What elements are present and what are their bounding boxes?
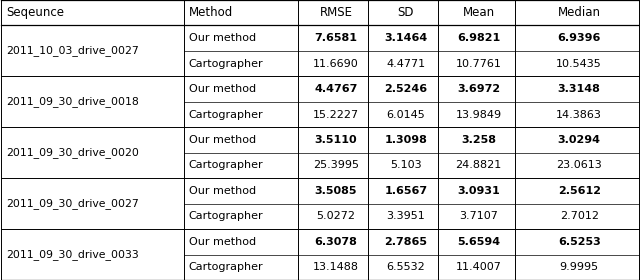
Text: Our method: Our method [189,237,256,247]
Text: 1.3098: 1.3098 [385,135,427,145]
Text: Cartographer: Cartographer [189,109,264,120]
Text: Our method: Our method [189,84,256,94]
Text: 10.7761: 10.7761 [456,59,502,69]
Text: 23.0613: 23.0613 [556,160,602,171]
Text: Median: Median [557,6,601,19]
Text: 6.5532: 6.5532 [387,262,425,272]
Text: 25.3995: 25.3995 [313,160,359,171]
Text: 13.1488: 13.1488 [313,262,359,272]
Text: 24.8821: 24.8821 [456,160,502,171]
Text: Our method: Our method [189,135,256,145]
Text: 6.0145: 6.0145 [387,109,425,120]
Text: 3.1464: 3.1464 [384,33,428,43]
Text: Cartographer: Cartographer [189,262,264,272]
Text: 7.6581: 7.6581 [314,33,358,43]
Text: 6.9821: 6.9821 [457,33,500,43]
Text: Cartographer: Cartographer [189,211,264,221]
Text: 13.9849: 13.9849 [456,109,502,120]
Text: 2011_09_30_drive_0018: 2011_09_30_drive_0018 [6,96,139,107]
Text: 9.9995: 9.9995 [559,262,599,272]
Text: 3.0931: 3.0931 [458,186,500,196]
Text: 14.3863: 14.3863 [556,109,602,120]
Text: 3.3951: 3.3951 [387,211,425,221]
Text: Mean: Mean [463,6,495,19]
Text: 2.7012: 2.7012 [560,211,598,221]
Text: Method: Method [189,6,233,19]
Text: 4.4771: 4.4771 [386,59,426,69]
Text: 15.2227: 15.2227 [313,109,359,120]
Text: 3.5085: 3.5085 [315,186,357,196]
Text: Cartographer: Cartographer [189,59,264,69]
Text: 3.7107: 3.7107 [460,211,498,221]
Text: 2011_10_03_drive_0027: 2011_10_03_drive_0027 [6,45,139,56]
Text: 3.6972: 3.6972 [457,84,500,94]
Text: 6.5253: 6.5253 [558,237,600,247]
Text: Our method: Our method [189,33,256,43]
Text: 10.5435: 10.5435 [556,59,602,69]
Text: 2.5246: 2.5246 [384,84,428,94]
Text: Our method: Our method [189,186,256,196]
Text: 11.6690: 11.6690 [313,59,359,69]
Text: 3.0294: 3.0294 [557,135,601,145]
Text: 5.6594: 5.6594 [457,237,500,247]
Text: 2011_09_30_drive_0027: 2011_09_30_drive_0027 [6,198,139,209]
Text: Cartographer: Cartographer [189,160,264,171]
Text: 5.103: 5.103 [390,160,422,171]
Text: SD: SD [397,6,414,19]
Text: RMSE: RMSE [319,6,353,19]
Text: 6.3078: 6.3078 [315,237,357,247]
Text: 3.5110: 3.5110 [315,135,357,145]
Text: 2011_09_30_drive_0020: 2011_09_30_drive_0020 [6,147,140,158]
Text: 2011_09_30_drive_0033: 2011_09_30_drive_0033 [6,249,139,260]
Text: Seqeunce: Seqeunce [6,6,65,19]
Text: 3.3148: 3.3148 [558,84,600,94]
Text: 2.5612: 2.5612 [557,186,601,196]
Text: 1.6567: 1.6567 [384,186,428,196]
Text: 4.4767: 4.4767 [314,84,358,94]
Text: 6.9396: 6.9396 [557,33,601,43]
Text: 5.0272: 5.0272 [317,211,355,221]
Text: 2.7865: 2.7865 [384,237,428,247]
Text: 3.258: 3.258 [461,135,496,145]
Text: 11.4007: 11.4007 [456,262,502,272]
